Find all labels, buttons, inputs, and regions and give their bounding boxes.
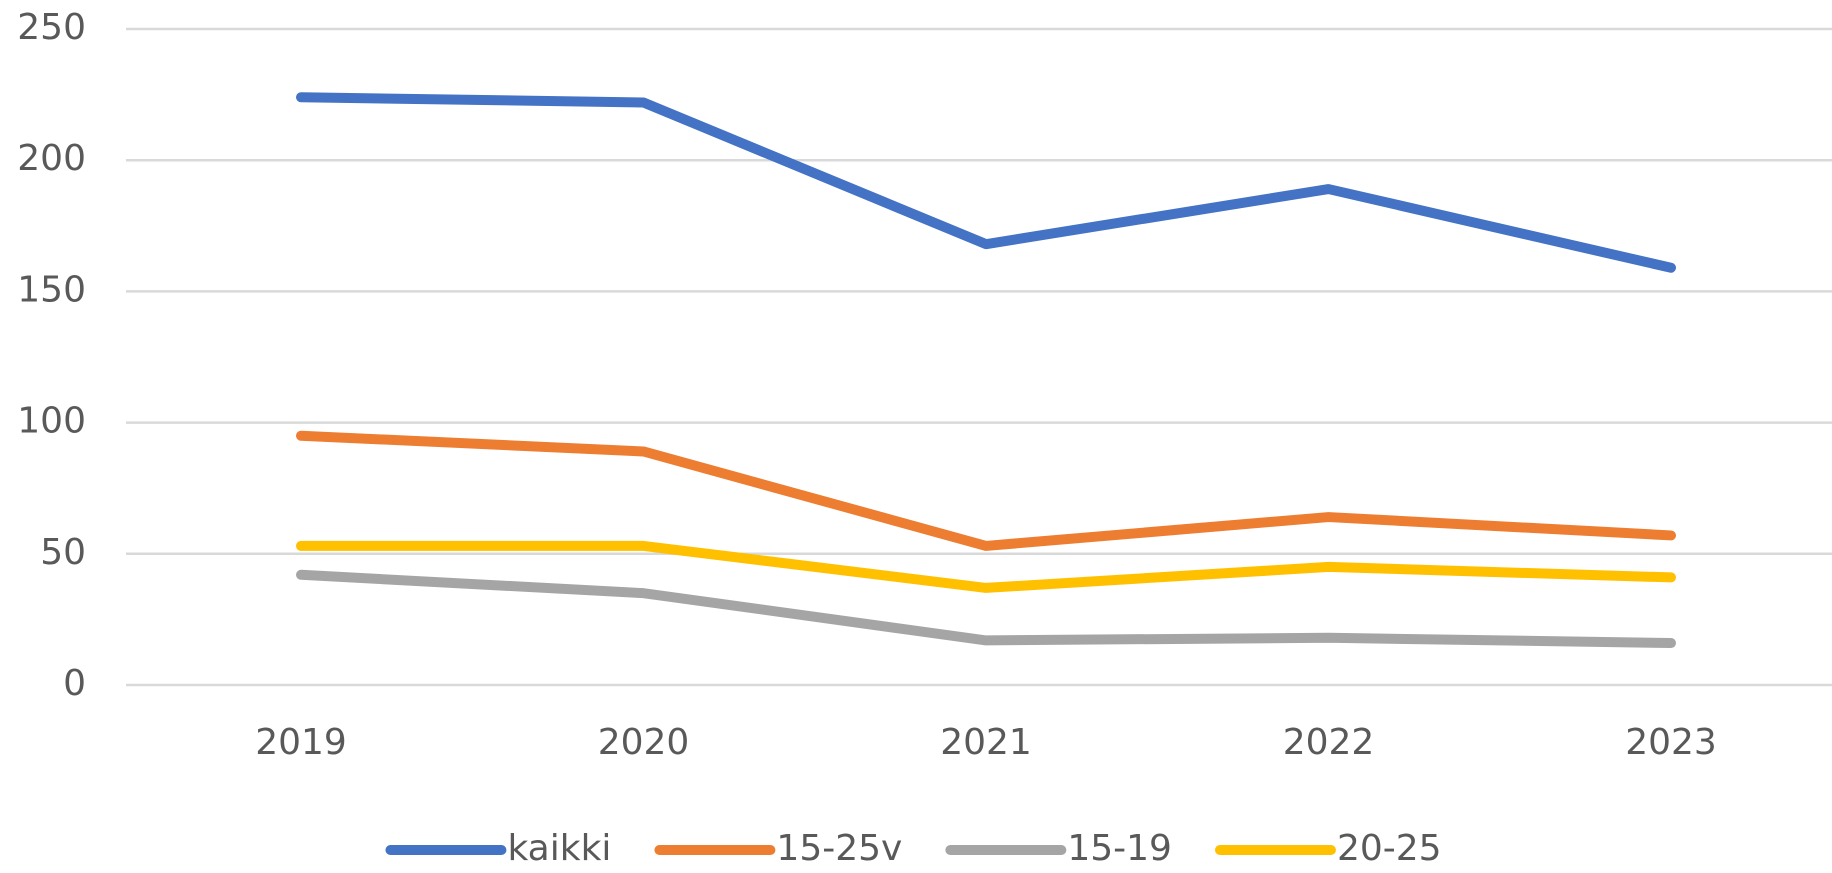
legend-label: kaikki: [507, 828, 611, 869]
x-tick-label: 2022: [1283, 722, 1375, 763]
y-tick-label: 250: [17, 7, 86, 48]
y-tick-label: 0: [63, 663, 86, 704]
legend-label: 20-25: [1337, 828, 1442, 869]
legend-label: 15-19: [1067, 828, 1172, 869]
y-tick-label: 100: [17, 401, 86, 442]
x-tick-label: 2021: [940, 722, 1032, 763]
series-line: [296, 92, 1676, 273]
legend-label: 15-25v: [776, 828, 902, 869]
y-tick-label: 200: [17, 138, 86, 179]
series-line: [296, 540, 1676, 593]
x-tick-label: 2020: [598, 722, 690, 763]
x-tick-label: 2023: [1625, 722, 1717, 763]
series-line: [296, 569, 1676, 649]
y-tick-label: 50: [40, 532, 86, 573]
y-tick-label: 150: [17, 269, 86, 310]
series-line: [296, 430, 1676, 551]
x-tick-label: 2019: [255, 722, 347, 763]
